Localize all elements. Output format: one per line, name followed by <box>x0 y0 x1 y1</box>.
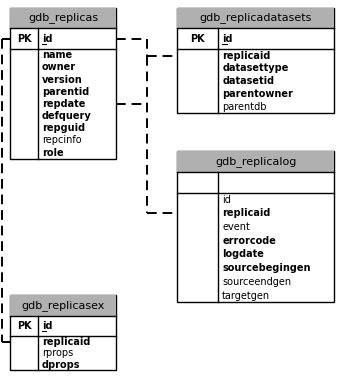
Text: repcinfo: repcinfo <box>42 135 81 146</box>
Bar <box>177 8 334 113</box>
Text: gdb_replicadatasets: gdb_replicadatasets <box>199 12 312 23</box>
Text: parentid: parentid <box>42 87 89 97</box>
Text: gdb_replicalog: gdb_replicalog <box>215 156 296 167</box>
Text: PK: PK <box>190 34 205 44</box>
Text: gdb_replicasex: gdb_replicasex <box>21 300 105 311</box>
Text: errorcode: errorcode <box>222 236 276 246</box>
Text: replicaid: replicaid <box>222 208 270 218</box>
Text: rprops: rprops <box>42 349 73 358</box>
Text: id: id <box>42 34 52 44</box>
Text: role: role <box>42 148 63 158</box>
Bar <box>10 8 116 28</box>
Text: sourcebegingen: sourcebegingen <box>222 263 311 273</box>
Text: datasetid: datasetid <box>222 76 274 86</box>
Text: PK: PK <box>17 34 31 44</box>
Bar <box>177 151 334 172</box>
Text: id: id <box>42 321 52 331</box>
Text: parentdb: parentdb <box>222 102 267 112</box>
Text: name: name <box>42 50 72 60</box>
Text: replicaid: replicaid <box>42 337 90 347</box>
Bar <box>10 295 116 316</box>
Text: repguid: repguid <box>42 123 85 133</box>
Text: logdate: logdate <box>222 249 264 259</box>
Bar <box>10 295 116 370</box>
Text: defquery: defquery <box>42 111 91 121</box>
Text: PK: PK <box>17 321 31 331</box>
Bar <box>177 8 334 28</box>
Text: replicaid: replicaid <box>222 51 270 60</box>
Bar <box>177 151 334 302</box>
Text: gdb_replicas: gdb_replicas <box>28 12 98 23</box>
Text: parentowner: parentowner <box>222 89 293 99</box>
Text: datasettype: datasettype <box>222 64 288 73</box>
Text: sourceendgen: sourceendgen <box>222 277 291 287</box>
Text: owner: owner <box>42 62 76 73</box>
Text: repdate: repdate <box>42 99 85 109</box>
Text: event: event <box>222 222 250 232</box>
Text: id: id <box>222 195 231 204</box>
Text: dprops: dprops <box>42 360 80 370</box>
Bar <box>10 8 116 159</box>
Text: version: version <box>42 74 83 85</box>
Text: id: id <box>222 34 233 44</box>
Text: targetgen: targetgen <box>222 291 270 301</box>
